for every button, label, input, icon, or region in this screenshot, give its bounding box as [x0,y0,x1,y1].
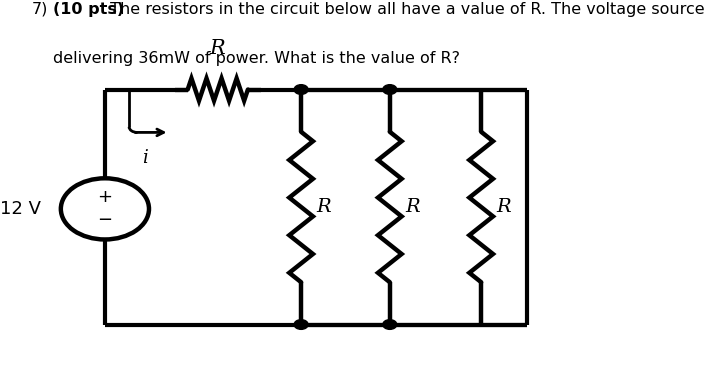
Text: delivering 36mW of power. What is the value of R?: delivering 36mW of power. What is the va… [53,51,460,66]
Text: −: − [97,211,112,229]
Text: +: + [97,188,112,206]
Text: 7): 7) [31,2,48,17]
Text: i: i [142,149,149,167]
Circle shape [383,85,397,94]
Text: R: R [316,198,331,216]
Text: (10 pts): (10 pts) [53,2,124,17]
Circle shape [383,320,397,329]
Text: R: R [496,198,510,216]
Text: 12 V: 12 V [0,200,41,218]
Text: R: R [209,39,225,58]
Circle shape [294,85,308,94]
Circle shape [294,320,308,329]
Text: The resistors in the circuit below all have a value of R. The voltage source is: The resistors in the circuit below all h… [105,2,711,17]
Text: R: R [405,198,419,216]
